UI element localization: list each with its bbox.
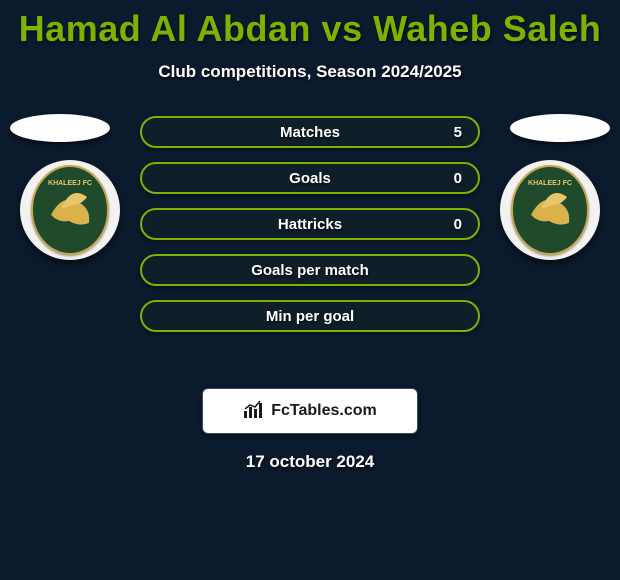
stat-value-right: 5 — [454, 118, 462, 146]
club-badge-left: KHALEEJ FC — [20, 160, 120, 260]
subtitle: Club competitions, Season 2024/2025 — [0, 62, 620, 82]
stat-pill: Goals 0 — [140, 162, 480, 194]
stat-label: Hattricks — [142, 210, 478, 238]
player-photo-placeholder-right — [510, 114, 610, 142]
date-label: 17 october 2024 — [0, 452, 620, 472]
stats-pill-stack: Matches 5 Goals 0 Hattricks 0 Goals per … — [140, 110, 480, 332]
svg-text:KHALEEJ FC: KHALEEJ FC — [528, 180, 572, 187]
stat-value-right: 0 — [454, 164, 462, 192]
club-badge-right: KHALEEJ FC — [500, 160, 600, 260]
branding-box[interactable]: FcTables.com — [202, 388, 418, 434]
stat-label: Goals per match — [142, 256, 478, 284]
player-photo-placeholder-left — [10, 114, 110, 142]
branding-text: FcTables.com — [271, 402, 377, 420]
stat-label: Matches — [142, 118, 478, 146]
stat-pill: Goals per match — [140, 254, 480, 286]
page-title: Hamad Al Abdan vs Waheb Saleh — [0, 0, 620, 50]
comparison-stage: KHALEEJ FC KHALEEJ FC Matches 5 Goals 0 … — [0, 110, 620, 370]
stat-label: Goals — [142, 164, 478, 192]
chart-icon — [243, 399, 265, 424]
stat-pill: Matches 5 — [140, 116, 480, 148]
stat-value-right: 0 — [454, 210, 462, 238]
stat-pill: Min per goal — [140, 300, 480, 332]
svg-text:KHALEEJ FC: KHALEEJ FC — [48, 180, 92, 187]
khaleej-fc-crest-icon: KHALEEJ FC — [511, 165, 589, 255]
khaleej-fc-crest-icon: KHALEEJ FC — [31, 165, 109, 255]
stat-label: Min per goal — [142, 302, 478, 330]
stat-pill: Hattricks 0 — [140, 208, 480, 240]
